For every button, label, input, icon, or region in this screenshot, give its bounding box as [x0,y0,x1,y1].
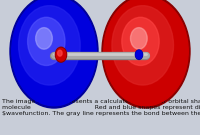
Ellipse shape [112,6,174,85]
Ellipse shape [130,28,147,49]
Ellipse shape [10,0,98,108]
Ellipse shape [122,17,159,65]
Ellipse shape [58,50,62,56]
Ellipse shape [136,51,142,59]
Ellipse shape [28,17,65,65]
Ellipse shape [102,0,190,108]
Ellipse shape [56,48,66,61]
Ellipse shape [55,47,67,62]
Ellipse shape [104,0,188,106]
Ellipse shape [135,50,143,59]
Ellipse shape [19,6,80,85]
Text: The image above represents a calculated molecular orbital shape for a homonuclea: The image above represents a calculated … [2,99,200,116]
Ellipse shape [12,0,96,106]
Ellipse shape [36,28,52,49]
